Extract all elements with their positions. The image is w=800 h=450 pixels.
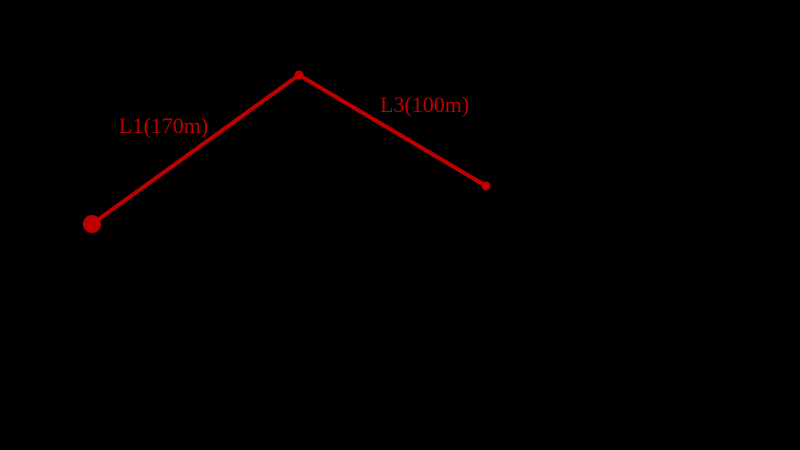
edge-l1-label: L1(170m) bbox=[119, 113, 208, 138]
edge-l3-label: L3(100m) bbox=[380, 92, 469, 117]
node-start bbox=[83, 215, 101, 233]
edge-l1-line bbox=[90, 73, 301, 226]
node-junction bbox=[294, 70, 304, 80]
node-end bbox=[481, 181, 491, 191]
edge-l3-line bbox=[297, 73, 488, 188]
